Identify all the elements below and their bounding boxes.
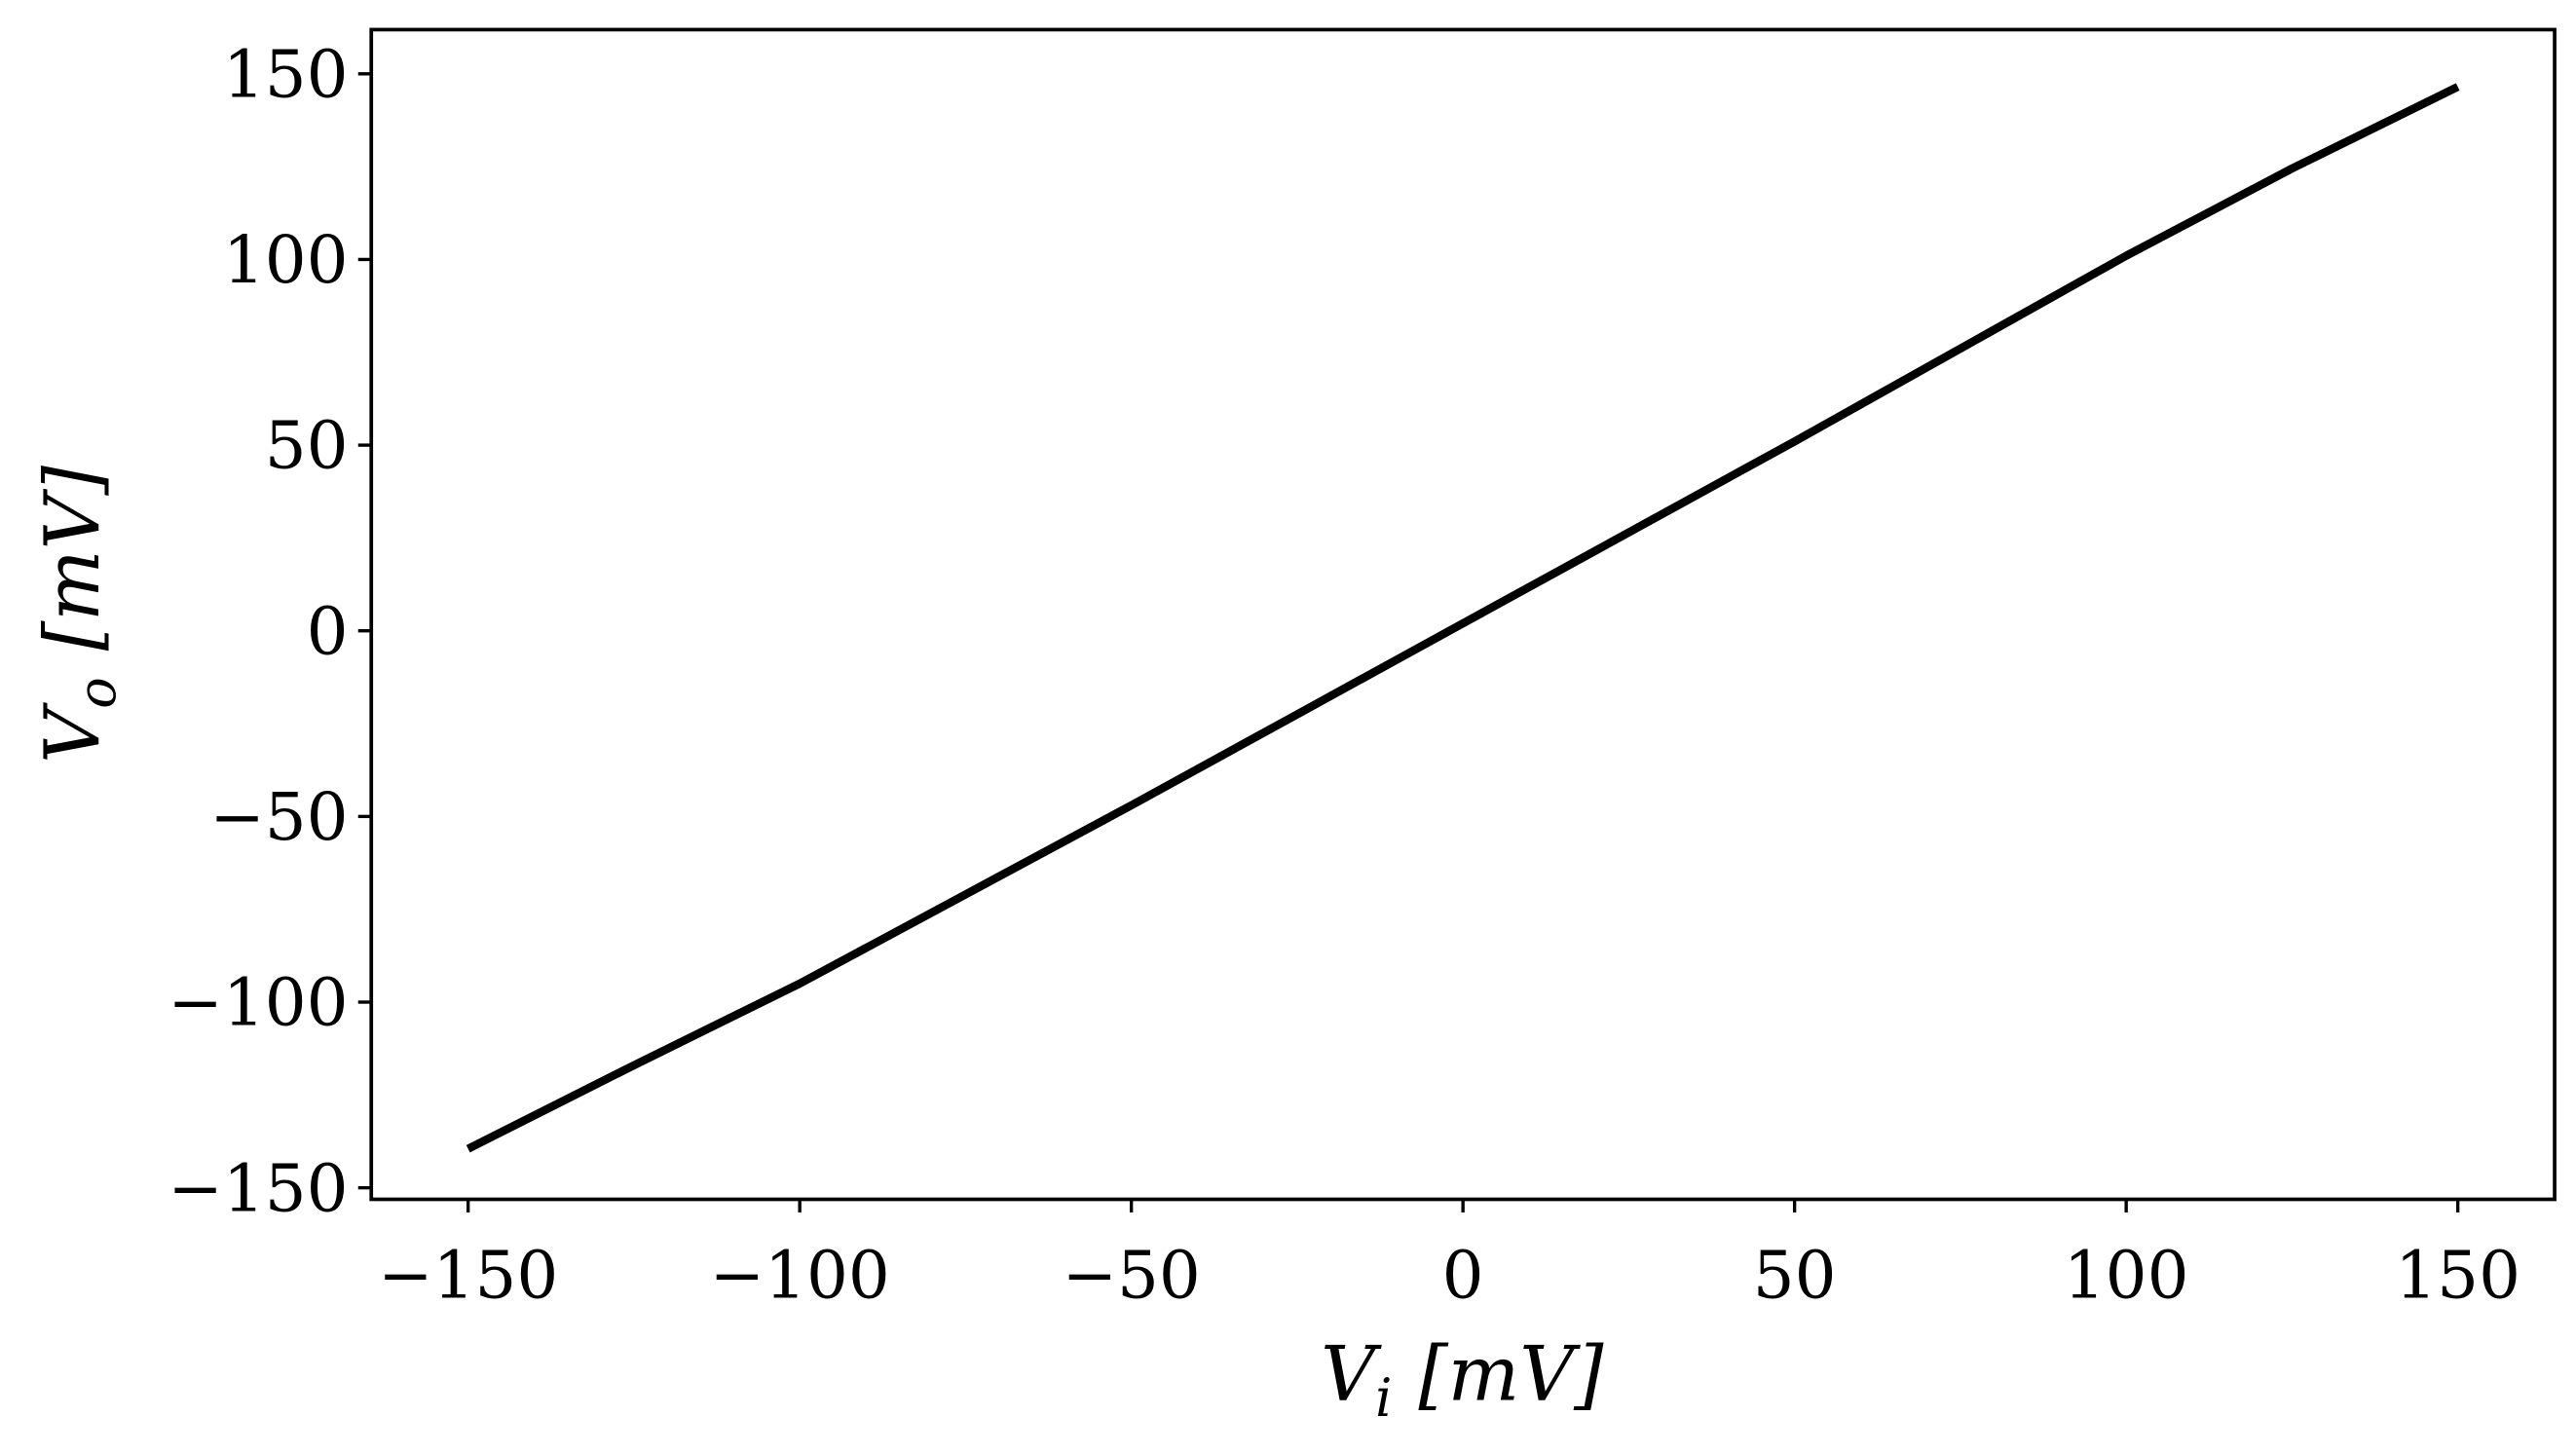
x-label-base: V <box>1321 1330 1382 1418</box>
y-tick-label: 50 <box>265 407 349 484</box>
y-tick-label: −100 <box>168 964 348 1041</box>
x-tick-label: 100 <box>2064 1237 2189 1314</box>
x-tick-label: 50 <box>1753 1237 1837 1314</box>
x-tick-label: −150 <box>378 1237 558 1314</box>
x-label-sub: i <box>1375 1367 1392 1429</box>
y-label-base: V <box>29 702 117 764</box>
y-label-unit: [mV] <box>29 465 117 651</box>
x-tick-label: −100 <box>709 1237 889 1314</box>
x-tick-label: 150 <box>2395 1237 2520 1314</box>
y-tick-label: −50 <box>209 778 348 855</box>
x-label-unit: [mV] <box>1418 1330 1604 1418</box>
x-tick-label: 0 <box>1442 1237 1484 1314</box>
y-label-sub: o <box>66 677 128 709</box>
y-axis-label: Vo [mV] <box>29 465 128 763</box>
x-tick-label: −50 <box>1062 1237 1200 1314</box>
data-line <box>466 83 2460 1153</box>
plot-frame <box>369 27 2557 1202</box>
y-tick-label: −150 <box>168 1149 348 1226</box>
y-tick-label: 0 <box>307 592 349 669</box>
y-tick-label: 150 <box>223 35 349 112</box>
x-axis-label: Vi [mV] <box>1321 1330 1604 1429</box>
y-tick-label: 100 <box>223 221 349 298</box>
